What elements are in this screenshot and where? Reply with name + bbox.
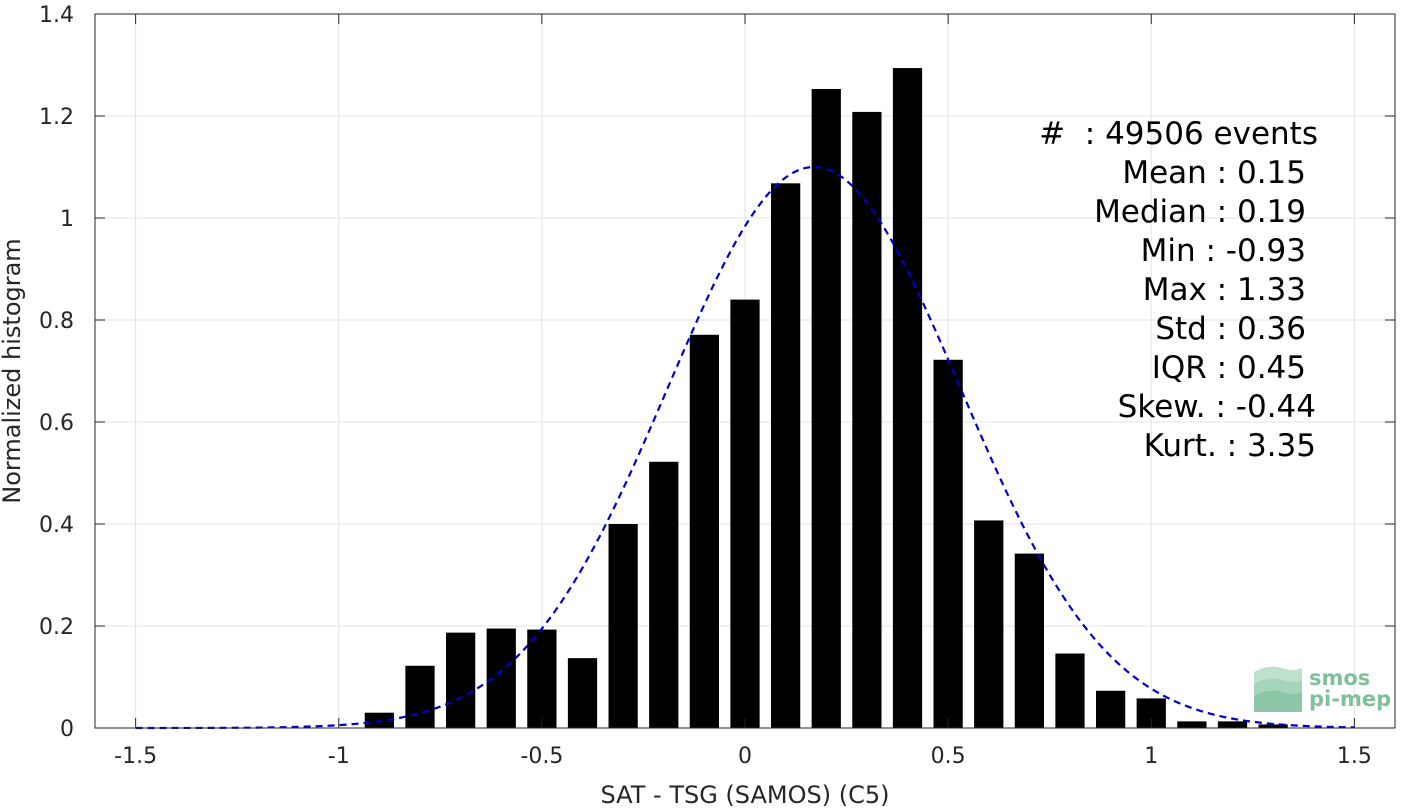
stat-line-4: Max : 1.33 [1143,272,1306,308]
histogram-bars [364,68,1288,729]
bar-9 [730,299,760,728]
bar-22 [1258,724,1288,728]
logo-text-pimep: pi-mep [1309,687,1391,711]
x-tick-labels: -1.5 -1 -0.5 0 0.5 1 1.5 [114,744,1372,769]
bar-17 [1055,653,1085,728]
y-tick-label-0: 0 [60,717,74,742]
bar-18 [1096,690,1126,728]
y-tick-label-7: 1.4 [39,3,74,28]
stat-line-0: # : 49506 events [1039,116,1318,152]
x-tick-label-1: -1 [328,744,350,769]
x-tick-label-4: 0.5 [931,744,966,769]
x-tick-label-3: 0 [738,744,752,769]
bar-13 [892,68,923,728]
y-tick-label-1: 0.2 [39,615,74,640]
x-axis-label: SAT - TSG (SAMOS) (C5) [601,781,890,809]
bar-12 [852,111,882,729]
bar-1 [405,665,435,728]
stat-line-2: Median : 0.19 [1094,194,1306,230]
bar-7 [649,461,679,728]
y-tick-label-5: 1 [60,207,74,232]
y-tick-label-2: 0.4 [39,513,74,538]
stat-line-6: IQR : 0.45 [1152,350,1306,386]
bar-16 [1014,553,1044,728]
bar-2 [446,632,476,728]
y-axis-label: Normalized histogram [0,238,26,503]
bar-14 [933,359,963,728]
stat-line-7: Skew. : -0.44 [1118,389,1316,425]
bar-5 [567,658,598,728]
y-tick-label-3: 0.6 [39,411,74,436]
bar-11 [811,88,841,729]
bar-10 [771,183,801,728]
stat-line-1: Mean : 0.15 [1122,155,1306,191]
logo-text-smos: smos [1309,666,1370,690]
stat-line-5: Std : 0.36 [1155,311,1306,347]
bar-15 [974,520,1004,728]
x-tick-label-5: 1 [1144,744,1158,769]
bar-21 [1217,721,1248,728]
stat-line-8: Kurt. : 3.35 [1144,428,1316,464]
bar-8 [689,334,719,728]
logo-wave-icon [1254,666,1302,712]
x-tick-label-2: -0.5 [520,744,563,769]
bar-20 [1177,721,1207,728]
gaussian-fit-curve [135,165,1355,730]
x-tick-label-0: -1.5 [114,744,157,769]
stat-line-3: Min : -0.93 [1141,233,1306,269]
x-tick-label-6: 1.5 [1337,744,1372,769]
bar-4 [527,629,557,728]
y-tick-labels: 0 0.2 0.4 0.6 0.8 1 1.2 1.4 [39,3,74,742]
y-tick-label-6: 1.2 [39,105,74,130]
smos-pimep-logo: smos pi-mep [1254,666,1391,712]
bar-6 [608,524,638,728]
axis-ticks [95,13,1395,729]
y-tick-label-4: 0.8 [39,309,74,334]
